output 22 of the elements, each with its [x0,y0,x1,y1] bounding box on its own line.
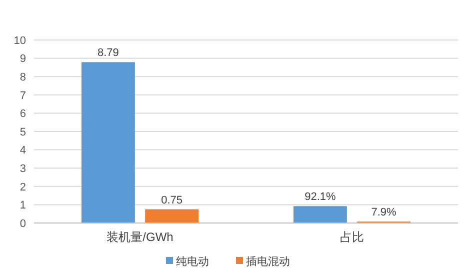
data-label: 8.79 [97,47,119,60]
data-label: 92.1% [304,191,336,204]
legend-label: 插电混动 [246,254,290,268]
x-tick-label: 占比 [340,230,364,244]
y-tick-label: 7 [20,90,26,102]
y-tick-label: 8 [20,71,26,84]
y-tick-label: 2 [20,181,26,194]
y-tick-label: 0 [20,218,26,230]
bar [145,209,199,223]
data-label: 7.9% [371,206,397,219]
data-label: 0.75 [161,194,183,206]
bar [293,206,347,223]
bar [81,62,135,223]
y-tick-label: 3 [20,162,26,175]
y-tick-label: 1 [20,200,26,212]
y-tick-label: 4 [20,144,26,157]
y-tick-label: 5 [20,126,26,138]
y-tick-label: 9 [20,53,26,66]
y-tick-label: 6 [20,108,26,120]
y-tick-label: 10 [14,34,26,47]
legend-label: 纯电动 [176,254,209,268]
x-tick-label: 装机量/GWh [106,230,174,244]
